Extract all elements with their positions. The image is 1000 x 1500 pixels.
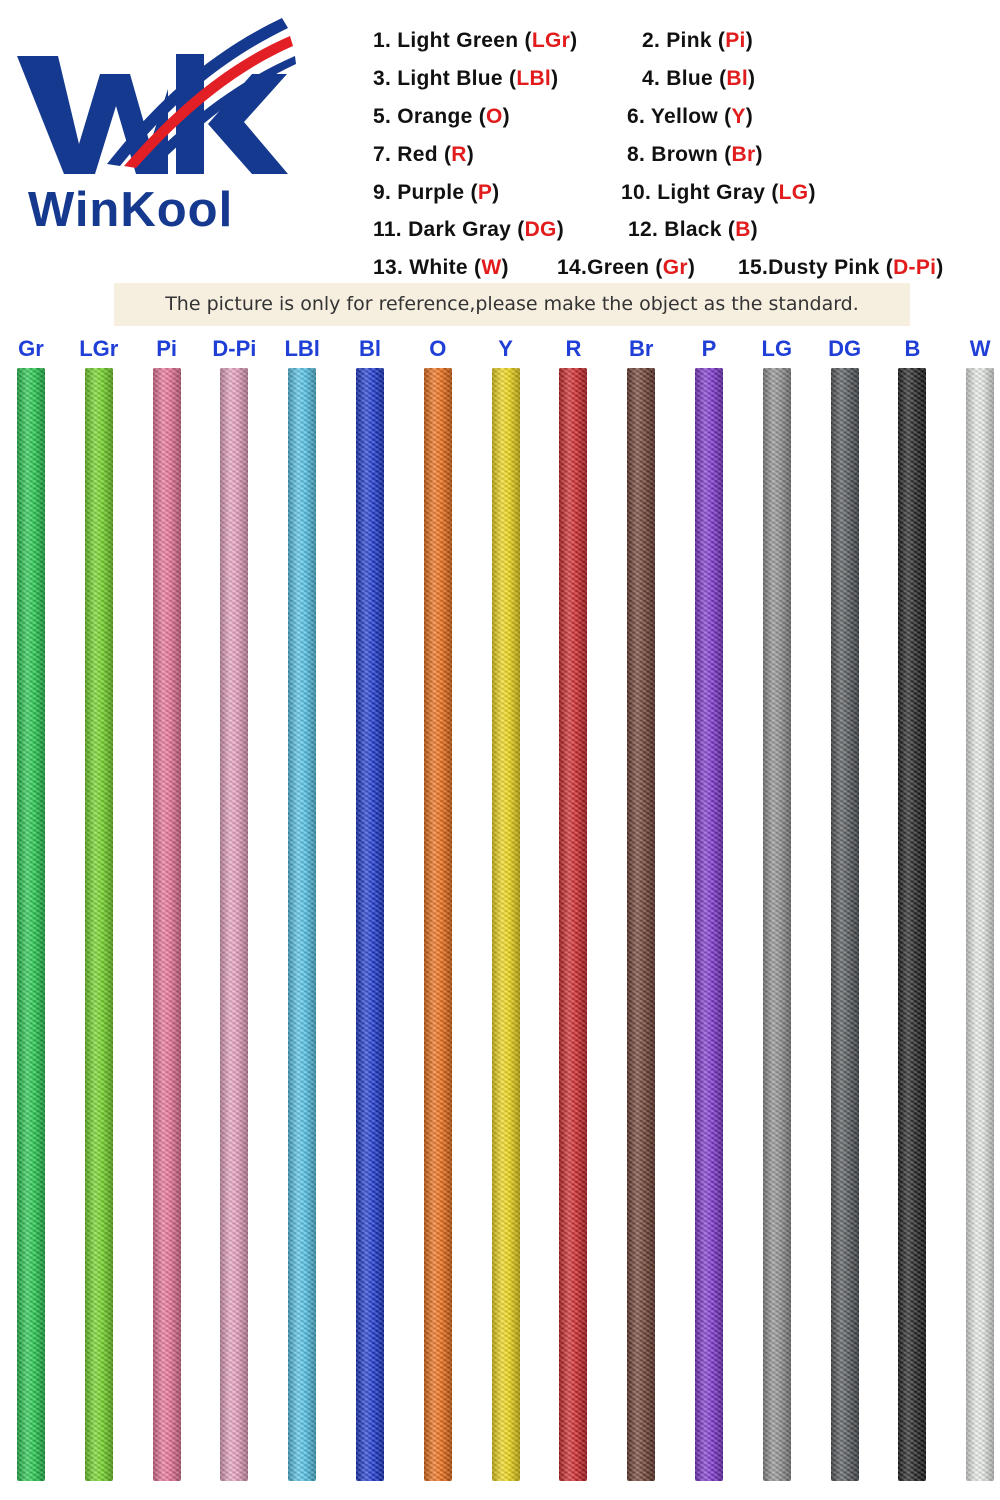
cable-y xyxy=(491,368,520,1481)
cable-label-b: B xyxy=(904,336,921,361)
legend-item-purple: 9. Purple (P) xyxy=(373,181,500,204)
winkool-logo-mark xyxy=(17,18,296,174)
cable-label-p: P xyxy=(701,336,717,361)
cable-o xyxy=(423,368,452,1481)
color-legend: 1. Light Green (LGr) 2. Pink (Pi) 3. Lig… xyxy=(0,0,1000,290)
cable-label-lgr: LGr xyxy=(79,336,119,361)
cable-label-lg: LG xyxy=(761,336,793,361)
cable-w xyxy=(966,368,995,1481)
cable-r xyxy=(559,368,588,1481)
cable-label-y: Y xyxy=(498,336,513,361)
winkool-logo xyxy=(12,14,297,244)
legend-item-black: 12. Black (B) xyxy=(628,218,758,241)
cable-label-w: W xyxy=(969,336,991,361)
cable-label-pi: Pi xyxy=(156,336,177,361)
legend-item-yellow: 6. Yellow (Y) xyxy=(627,105,754,128)
legend-item-green: 14.Green (Gr) xyxy=(557,256,696,279)
cable-label-r: R xyxy=(565,336,582,361)
legend-item-orange: 5. Orange (O) xyxy=(373,105,510,128)
cable-lgr xyxy=(84,368,113,1481)
legend-item-light-blue: 3. Light Blue (LBl) xyxy=(373,67,559,90)
cable-label-d-pi: D-Pi xyxy=(212,336,257,361)
cable-label-o: O xyxy=(429,336,447,361)
cable-gr xyxy=(17,368,45,1481)
legend-item-blue: 4. Blue (Bl) xyxy=(642,67,756,90)
cable-dg xyxy=(830,368,859,1481)
cable-label-br: Br xyxy=(628,336,654,361)
cable-br xyxy=(627,368,656,1481)
cable-label-dg: DG xyxy=(828,336,862,361)
cable-label-lbl: LBl xyxy=(284,336,320,361)
cable-label-gr: Gr xyxy=(18,336,44,361)
cable-lbl xyxy=(288,368,317,1481)
cable-d-pi xyxy=(220,368,249,1481)
legend-item-light-green: 1. Light Green (LGr) xyxy=(373,29,578,52)
legend-item-pink: 2. Pink (Pi) xyxy=(642,29,753,52)
cable-b xyxy=(898,368,927,1481)
reference-note: The picture is only for reference,please… xyxy=(114,283,910,326)
cable-pi xyxy=(152,368,181,1481)
cable-label-bl: Bl xyxy=(359,336,381,361)
legend-item-brown: 8. Brown (Br) xyxy=(627,143,763,166)
legend-item-white: 13. White (W) xyxy=(373,256,509,279)
legend-item-red: 7. Red (R) xyxy=(373,143,475,166)
cable-bl xyxy=(356,368,384,1481)
legend-item-dark-gray: 11. Dark Gray (DG) xyxy=(373,218,564,241)
legend-item-dusty-pink: 15.Dusty Pink (D-Pi) xyxy=(738,256,944,279)
cable-p xyxy=(695,368,723,1481)
brand-name: WinKool xyxy=(28,183,234,237)
cable-lg xyxy=(762,368,791,1481)
legend-item-light-gray: 10. Light Gray (LG) xyxy=(621,181,816,204)
